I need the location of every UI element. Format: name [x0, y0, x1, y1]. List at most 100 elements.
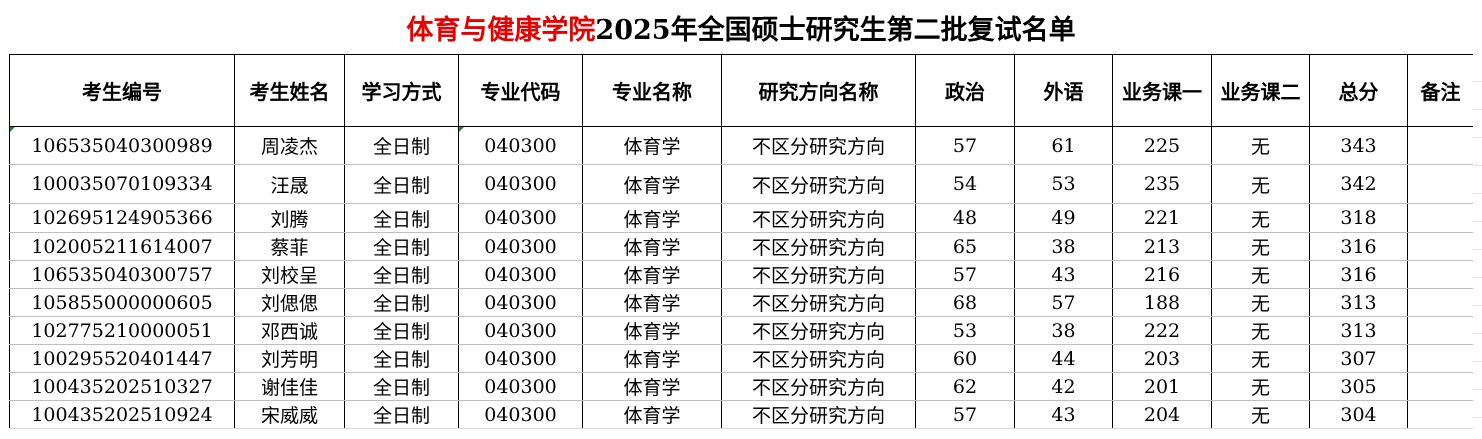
cell-candidate-id[interactable]: 100435202510924	[9, 400, 235, 429]
cell-major-code[interactable]: 040300	[458, 344, 583, 373]
cell-subject-two[interactable]: 无	[1211, 316, 1310, 345]
cell-major-name[interactable]: 体育学	[582, 372, 722, 401]
cell-foreign-language[interactable]: 38	[1014, 316, 1113, 345]
cell-foreign-language[interactable]: 43	[1014, 260, 1113, 289]
cell-foreign-language[interactable]: 57	[1014, 288, 1113, 317]
cell-candidate-id[interactable]: 106535040300757	[9, 260, 235, 289]
cell-total[interactable]: 316	[1309, 232, 1408, 261]
cell-subject-two[interactable]: 无	[1211, 203, 1310, 233]
cell-remarks[interactable]	[1407, 164, 1474, 204]
cell-subject-one[interactable]: 201	[1112, 372, 1212, 401]
cell-politics[interactable]: 62	[915, 372, 1015, 401]
cell-remarks[interactable]	[1407, 232, 1474, 261]
cell-major-code[interactable]: 040300	[458, 164, 583, 204]
cell-major-name[interactable]: 体育学	[582, 232, 722, 261]
table-row[interactable]: 100035070109334 汪晟 全日制 040300 体育学 不区分研究方向 54 53…	[9, 164, 1474, 204]
cell-major-code[interactable]: 040300	[458, 316, 583, 345]
cell-foreign-language[interactable]: 53	[1014, 164, 1113, 204]
cell-major-name[interactable]: 体育学	[582, 164, 722, 204]
cell-major-name[interactable]: 体育学	[582, 288, 722, 317]
cell-foreign-language[interactable]: 38	[1014, 232, 1113, 261]
cell-foreign-language[interactable]: 44	[1014, 344, 1113, 373]
cell-subject-two[interactable]: 无	[1211, 288, 1310, 317]
cell-total[interactable]: 342	[1309, 164, 1408, 204]
cell-politics[interactable]: 54	[915, 164, 1015, 204]
cell-study-mode[interactable]: 全日制	[344, 164, 459, 204]
cell-name[interactable]: 刘腾	[234, 203, 345, 233]
cell-research-direction[interactable]: 不区分研究方向	[721, 203, 916, 233]
cell-research-direction[interactable]: 不区分研究方向	[721, 288, 916, 317]
cell-major-code[interactable]: 040300	[458, 400, 583, 429]
table-row[interactable]: 100295520401447 刘芳明 全日制 040300 体育学 不区分研究方向 60 4…	[9, 344, 1474, 373]
cell-study-mode[interactable]: 全日制	[344, 344, 459, 373]
cell-subject-two[interactable]: 无	[1211, 260, 1310, 289]
cell-subject-one[interactable]: 222	[1112, 316, 1212, 345]
cell-subject-one[interactable]: 213	[1112, 232, 1212, 261]
cell-major-code[interactable]: 040300	[458, 260, 583, 289]
cell-research-direction[interactable]: 不区分研究方向	[721, 344, 916, 373]
cell-major-name[interactable]: 体育学	[582, 126, 722, 165]
table-row[interactable]: 100435202510924 宋威威 全日制 040300 体育学 不区分研究方向 57 4…	[9, 400, 1474, 429]
table-row[interactable]: 102005211614007 蔡菲 全日制 040300 体育学 不区分研究方向 65 38…	[9, 232, 1474, 261]
cell-name[interactable]: 谢佳佳	[234, 372, 345, 401]
cell-subject-one[interactable]: 188	[1112, 288, 1212, 317]
cell-remarks[interactable]	[1407, 203, 1474, 233]
cell-study-mode[interactable]: 全日制	[344, 400, 459, 429]
cell-remarks[interactable]	[1407, 316, 1474, 345]
cell-study-mode[interactable]: 全日制	[344, 203, 459, 233]
cell-remarks[interactable]	[1407, 288, 1474, 317]
cell-subject-two[interactable]: 无	[1211, 400, 1310, 429]
cell-major-name[interactable]: 体育学	[582, 260, 722, 289]
cell-name[interactable]: 刘偲偲	[234, 288, 345, 317]
cell-major-code[interactable]: 040300	[458, 232, 583, 261]
cell-study-mode[interactable]: 全日制	[344, 316, 459, 345]
cell-politics[interactable]: 48	[915, 203, 1015, 233]
table-row[interactable]: 106535040300757 刘校呈 全日制 040300 体育学 不区分研究方向 57 4…	[9, 260, 1474, 289]
cell-name[interactable]: 刘校呈	[234, 260, 345, 289]
cell-name[interactable]: 宋威威	[234, 400, 345, 429]
cell-total[interactable]: 305	[1309, 372, 1408, 401]
cell-major-name[interactable]: 体育学	[582, 400, 722, 429]
cell-politics[interactable]: 65	[915, 232, 1015, 261]
cell-research-direction[interactable]: 不区分研究方向	[721, 372, 916, 401]
table-row[interactable]: 105855000000605 刘偲偲 全日制 040300 体育学 不区分研究方向 68 5…	[9, 288, 1474, 317]
cell-name[interactable]: 汪晟	[234, 164, 345, 204]
cell-remarks[interactable]	[1407, 372, 1474, 401]
cell-subject-two[interactable]: 无	[1211, 126, 1310, 165]
cell-candidate-id[interactable]: 102775210000051	[9, 316, 235, 345]
cell-politics[interactable]: 57	[915, 126, 1015, 165]
cell-subject-one[interactable]: 225	[1112, 126, 1212, 165]
cell-subject-one[interactable]: 235	[1112, 164, 1212, 204]
cell-name[interactable]: 蔡菲	[234, 232, 345, 261]
cell-name[interactable]: 邓西诚	[234, 316, 345, 345]
cell-foreign-language[interactable]: 43	[1014, 400, 1113, 429]
cell-total[interactable]: 318	[1309, 203, 1408, 233]
cell-candidate-id[interactable]: 100435202510327	[9, 372, 235, 401]
table-row[interactable]: 106535040300989 周凌杰 全日制 040300 体育学 不区分研究方向 57 6…	[9, 126, 1474, 165]
cell-major-name[interactable]: 体育学	[582, 203, 722, 233]
cell-major-name[interactable]: 体育学	[582, 344, 722, 373]
cell-major-code[interactable]: 040300	[458, 126, 583, 165]
cell-total[interactable]: 313	[1309, 288, 1408, 317]
cell-remarks[interactable]	[1407, 400, 1474, 429]
cell-study-mode[interactable]: 全日制	[344, 232, 459, 261]
cell-research-direction[interactable]: 不区分研究方向	[721, 232, 916, 261]
cell-candidate-id[interactable]: 100035070109334	[9, 164, 235, 204]
cell-study-mode[interactable]: 全日制	[344, 126, 459, 165]
cell-candidate-id[interactable]: 100295520401447	[9, 344, 235, 373]
cell-subject-two[interactable]: 无	[1211, 344, 1310, 373]
table-row[interactable]: 102695124905366 刘腾 全日制 040300 体育学 不区分研究方向 48 49…	[9, 203, 1474, 233]
cell-major-code[interactable]: 040300	[458, 372, 583, 401]
cell-remarks[interactable]	[1407, 126, 1474, 165]
cell-research-direction[interactable]: 不区分研究方向	[721, 400, 916, 429]
cell-subject-two[interactable]: 无	[1211, 232, 1310, 261]
cell-politics[interactable]: 68	[915, 288, 1015, 317]
cell-study-mode[interactable]: 全日制	[344, 260, 459, 289]
cell-study-mode[interactable]: 全日制	[344, 372, 459, 401]
cell-total[interactable]: 313	[1309, 316, 1408, 345]
cell-subject-two[interactable]: 无	[1211, 372, 1310, 401]
cell-total[interactable]: 316	[1309, 260, 1408, 289]
cell-politics[interactable]: 60	[915, 344, 1015, 373]
cell-total[interactable]: 343	[1309, 126, 1408, 165]
cell-foreign-language[interactable]: 49	[1014, 203, 1113, 233]
